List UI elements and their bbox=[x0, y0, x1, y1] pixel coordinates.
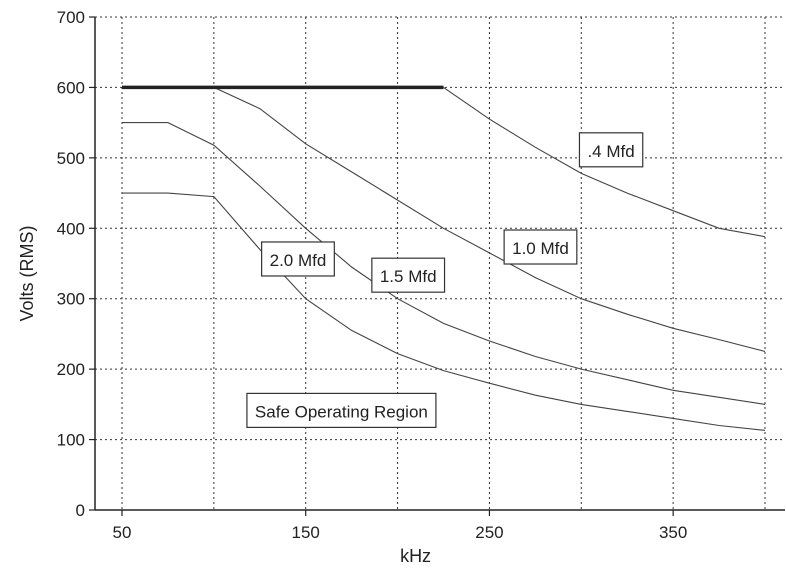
y-tick-label: 100 bbox=[57, 431, 85, 450]
y-tick-label: 500 bbox=[57, 149, 85, 168]
annotation-box bbox=[578, 132, 644, 168]
y-tick-label: 200 bbox=[57, 360, 85, 379]
axes: 0 100 200 300 400 500 600 700 50 150 250 350 bbox=[57, 8, 785, 542]
annotation-label: .4 Mfd bbox=[587, 142, 634, 161]
y-tick-label: 0 bbox=[76, 501, 85, 520]
curve-labels: .4 Mfd 1.0 Mfd 1.5 Mfd 2.0 Mfd Safe Operatin… bbox=[246, 132, 644, 428]
series-line bbox=[213, 86, 766, 353]
annotation-label: 2.0 Mfd bbox=[270, 251, 327, 270]
x-tick-label: 50 bbox=[113, 523, 132, 542]
annotation: .4 Mfd bbox=[578, 132, 644, 168]
annotation: Safe Operating Region bbox=[246, 392, 437, 428]
x-tick-label: 250 bbox=[475, 523, 503, 542]
y-axis-label: Volts (RMS) bbox=[17, 225, 37, 321]
x-tick-label: 150 bbox=[292, 523, 320, 542]
annotation-label: 1.0 Mfd bbox=[512, 239, 569, 258]
annotation-box bbox=[371, 257, 446, 293]
y-tick-label: 300 bbox=[57, 290, 85, 309]
annotation: 1.5 Mfd bbox=[371, 257, 446, 293]
annotation-box bbox=[503, 229, 578, 265]
annotation-box bbox=[261, 241, 335, 277]
series-line bbox=[443, 86, 766, 238]
series-curves bbox=[122, 85, 766, 431]
y-tick-label: 700 bbox=[57, 8, 85, 27]
annotation: 1.0 Mfd bbox=[503, 229, 578, 265]
y-tick-label: 600 bbox=[57, 78, 85, 97]
annotation-label: 1.5 Mfd bbox=[380, 267, 437, 286]
annotation-label: Safe Operating Region bbox=[255, 402, 428, 421]
y-tick-label: 400 bbox=[57, 219, 85, 238]
annotation: 2.0 Mfd bbox=[261, 241, 335, 277]
series-line bbox=[122, 122, 766, 405]
annotation-box bbox=[246, 392, 437, 428]
x-axis-label: kHz bbox=[400, 546, 431, 566]
series-line bbox=[122, 192, 766, 431]
x-tick-label: 350 bbox=[659, 523, 687, 542]
